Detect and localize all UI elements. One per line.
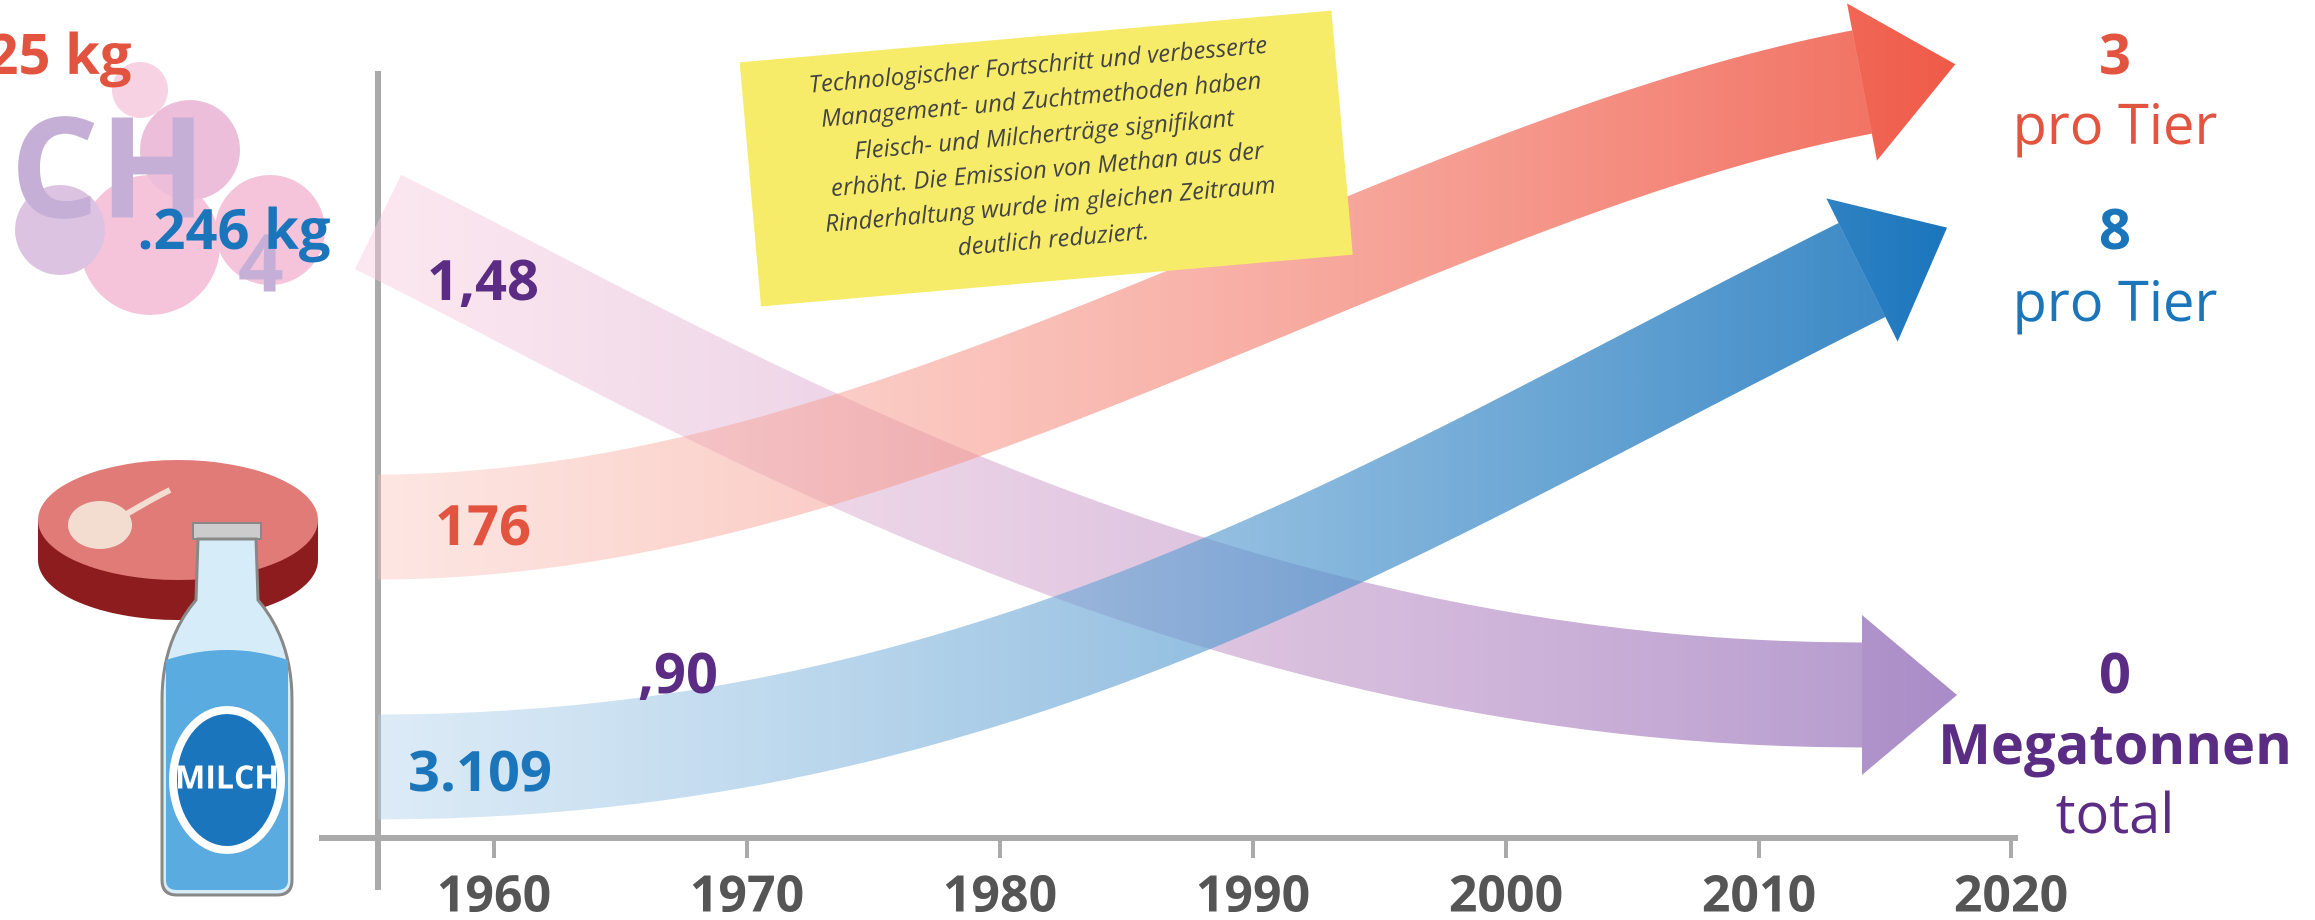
end-suffix: pro Tier xyxy=(2013,85,2218,161)
end-unit: Megatonnen xyxy=(1938,705,2292,781)
note: Technologischer Fortschritt und verbesse… xyxy=(739,10,1353,307)
x-tick-label: 2000 xyxy=(1449,858,1563,920)
arrow-band xyxy=(377,30,1872,580)
arrows xyxy=(354,3,1957,820)
end-suffix: total xyxy=(2056,774,2175,850)
molecule-label: CH xyxy=(10,68,206,259)
x-tick-label: 2010 xyxy=(1702,858,1816,920)
molecule-icon: CH 4 xyxy=(10,62,325,315)
molecule-sub: 4 xyxy=(238,206,284,315)
arrow-head xyxy=(1847,3,1956,161)
x-tick-label: 1990 xyxy=(1196,858,1310,920)
arrow-head xyxy=(1826,198,1948,342)
x-tick-label: 2020 xyxy=(1954,858,2068,920)
x-tick-label: 1980 xyxy=(943,858,1057,920)
meat-icon xyxy=(38,460,318,620)
end-suffix: pro Tier xyxy=(2013,262,2218,338)
x-tick-label: 1960 xyxy=(437,858,551,920)
start-value: 1,48 xyxy=(427,241,539,317)
start-value: 3.109 xyxy=(408,732,552,808)
arrow-band xyxy=(377,223,1886,820)
x-tick-label: 1970 xyxy=(690,858,804,920)
arrow-head xyxy=(1862,615,1957,775)
milk-label: MILCH xyxy=(175,756,279,799)
milk-icon: MILCH xyxy=(160,522,294,897)
start-value: 176 xyxy=(435,486,531,562)
arrow-band xyxy=(354,174,1863,748)
